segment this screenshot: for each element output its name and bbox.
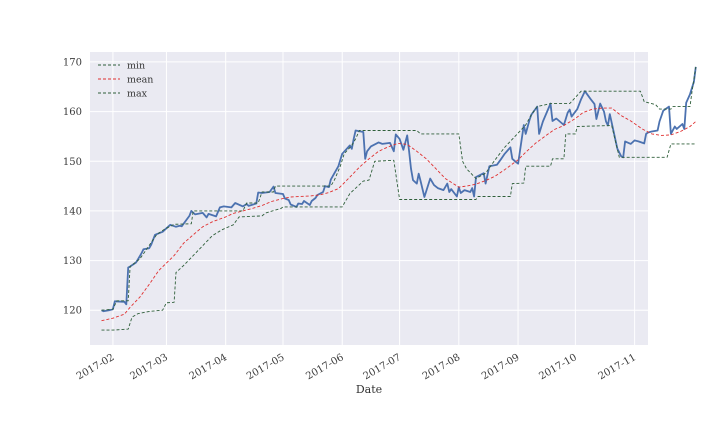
x-tick-label: 2017-05 (245, 352, 286, 382)
x-tick-label: 2017-07 (362, 352, 403, 382)
y-tick-label: 120 (63, 306, 82, 317)
legend-label-min: min (127, 61, 145, 72)
gridlines (90, 52, 648, 345)
x-tick-label: 2017-04 (188, 352, 229, 382)
x-tick-label: 2017-03 (128, 352, 169, 382)
x-axis-ticks: 2017-02 2017-03 2017-04 2017-05 2017-06 2017-… (75, 352, 638, 382)
series-line-max (101, 66, 697, 311)
y-tick-label: 170 (63, 57, 82, 68)
x-axis-label: Date (356, 383, 382, 396)
x-tick-label: 2017-06 (304, 352, 345, 382)
x-tick-label: 2017-08 (421, 352, 462, 382)
legend-label-max: max (127, 89, 148, 100)
y-tick-label: 160 (63, 107, 82, 118)
x-tick-label: 2017-10 (537, 352, 578, 382)
y-tick-label: 130 (63, 256, 82, 267)
y-tick-label: 140 (63, 206, 82, 217)
legend: min mean max (98, 61, 153, 100)
series-line-value (101, 66, 697, 313)
series-line-mean (101, 107, 697, 322)
y-axis-ticks: 120 130 140 150 160 170 (63, 57, 82, 316)
y-tick-label: 150 (63, 157, 82, 168)
x-tick-label: 2017-02 (75, 352, 116, 382)
series-layer (101, 66, 697, 331)
x-tick-label: 2017-11 (597, 352, 638, 382)
plot-area (90, 52, 648, 345)
series-line-min (101, 125, 696, 331)
legend-label-mean: mean (127, 75, 153, 86)
x-tick-label: 2017-09 (480, 352, 521, 382)
